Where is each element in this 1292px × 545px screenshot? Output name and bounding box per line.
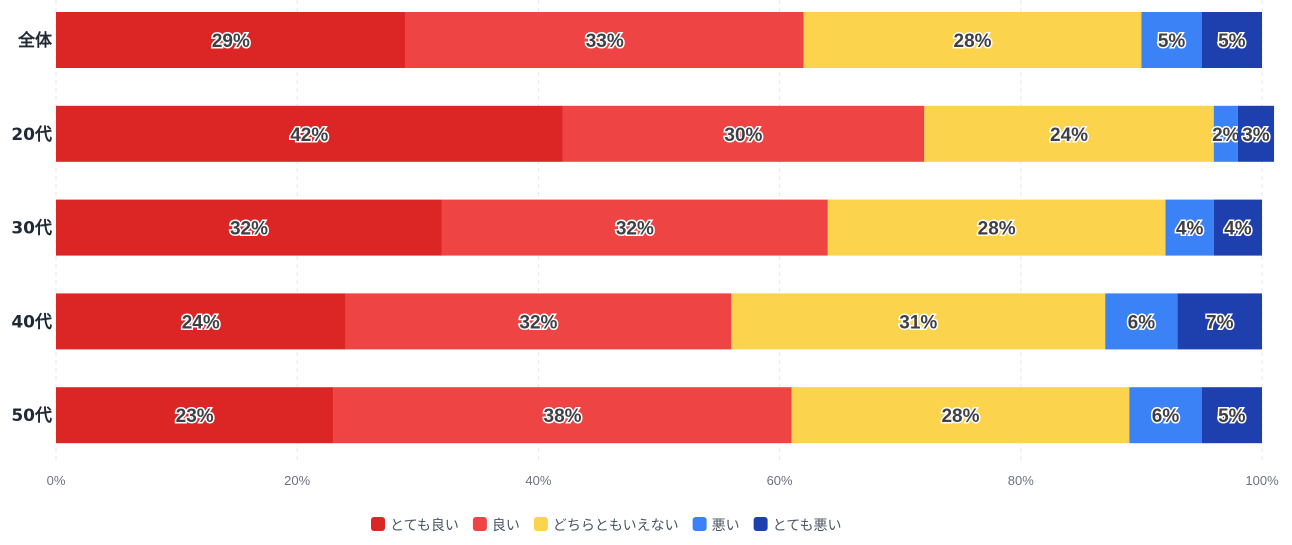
- data-label: 32%: [519, 312, 557, 333]
- legend-label: 良い: [492, 518, 520, 534]
- bar-segment: [56, 105, 563, 162]
- data-label: 23%: [176, 406, 214, 427]
- data-label: 28%: [941, 406, 979, 427]
- x-tick-label: 20%: [284, 473, 310, 488]
- legend-swatch: [692, 517, 707, 531]
- legend-label: とても良い: [390, 518, 459, 534]
- bar-segment: [56, 12, 406, 68]
- data-label: 32%: [616, 219, 654, 240]
- category-label: 30代: [11, 218, 52, 239]
- data-label: 4%: [1176, 219, 1204, 240]
- bar-segment: [924, 105, 1214, 162]
- data-label: 32%: [230, 219, 268, 240]
- bar-segment: [56, 199, 442, 256]
- bar-segment: [1105, 293, 1178, 350]
- data-label: 2%: [1212, 125, 1240, 146]
- bar-segment: [1129, 387, 1202, 444]
- data-label: 24%: [1050, 125, 1088, 146]
- data-label: 6%: [1152, 406, 1180, 427]
- data-label: 24%: [182, 312, 220, 333]
- category-label: 全体: [17, 30, 53, 51]
- bar-segment: [441, 199, 828, 256]
- bar-segment: [405, 12, 804, 68]
- data-label: 29%: [212, 31, 250, 52]
- data-label: 33%: [586, 31, 624, 52]
- bar-segment: [1213, 105, 1238, 162]
- legend-swatch: [472, 517, 487, 531]
- bar-segment: [791, 387, 1130, 444]
- data-label: 5%: [1218, 406, 1246, 427]
- bar-segment: [1177, 293, 1262, 350]
- data-label: 5%: [1158, 31, 1186, 52]
- legend-swatch: [371, 517, 385, 531]
- data-label: 31%: [899, 312, 937, 333]
- bar-segment: [1237, 105, 1275, 162]
- legend-label: どちらともいえない: [553, 518, 679, 534]
- x-tick-label: 80%: [1008, 473, 1034, 488]
- bar-segment: [562, 105, 925, 162]
- bar-segment: [731, 293, 1106, 350]
- data-label: 38%: [544, 406, 582, 427]
- data-label: 30%: [724, 125, 762, 146]
- data-label: 3%: [1242, 125, 1270, 146]
- bar-segment: [1213, 199, 1262, 256]
- bar-segment: [333, 387, 792, 444]
- bar-segment: [56, 293, 346, 350]
- data-label: 28%: [978, 219, 1016, 240]
- category-label: 20代: [11, 124, 52, 145]
- bar-segment: [803, 12, 1142, 68]
- category-label: 40代: [11, 311, 52, 332]
- bar-segment: [1165, 199, 1214, 256]
- legend-label: 悪い: [712, 518, 740, 534]
- bar-segment: [1201, 12, 1262, 68]
- bar-segment: [56, 387, 334, 444]
- legend-swatch: [753, 517, 768, 531]
- category-label: 50代: [11, 405, 52, 426]
- bar-segment: [1141, 12, 1202, 68]
- x-tick-label: 100%: [1245, 473, 1279, 488]
- bar-segment: [1201, 387, 1262, 444]
- data-label: 28%: [954, 31, 992, 52]
- legend-swatch: [533, 517, 548, 531]
- x-tick-label: 0%: [47, 473, 66, 488]
- data-label: 7%: [1206, 312, 1234, 333]
- bar-segment: [827, 199, 1166, 256]
- data-label: 5%: [1218, 31, 1246, 52]
- x-tick-label: 60%: [767, 473, 793, 488]
- x-tick-label: 40%: [525, 473, 551, 488]
- data-label: 42%: [290, 125, 328, 146]
- data-label: 6%: [1128, 312, 1156, 333]
- bar-segment: [345, 293, 732, 350]
- data-label: 4%: [1224, 219, 1252, 240]
- legend-label: とても悪い: [773, 518, 842, 534]
